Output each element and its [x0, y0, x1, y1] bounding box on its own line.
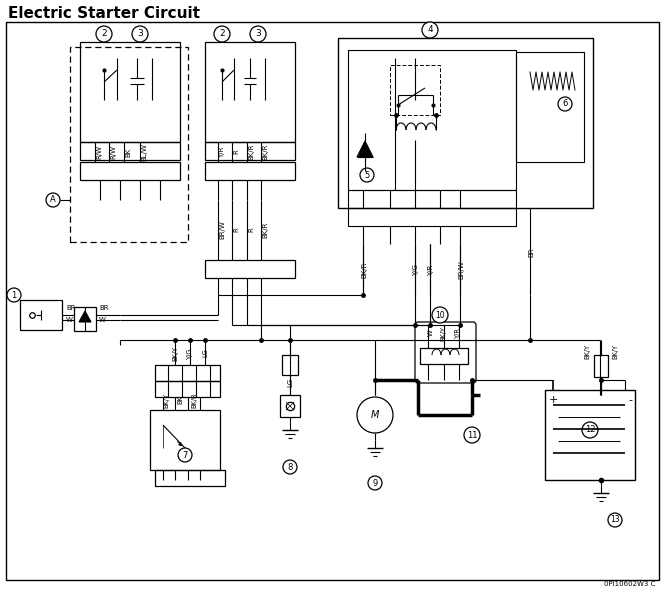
Text: BL/W: BL/W [141, 143, 147, 161]
Text: 5: 5 [364, 170, 370, 179]
Bar [338, 38, 593, 208]
Bar [420, 348, 468, 364]
Text: R/W: R/W [110, 145, 116, 159]
Bar [155, 381, 220, 397]
Text: BK: BK [177, 396, 183, 404]
Bar [80, 142, 180, 160]
Text: M: M [371, 410, 379, 420]
Text: W: W [99, 317, 106, 323]
Bar [390, 65, 440, 115]
Polygon shape [79, 311, 91, 322]
Text: BK/Y: BK/Y [440, 325, 446, 340]
Text: 4: 4 [427, 26, 433, 35]
Text: R: R [233, 228, 239, 232]
Text: 3: 3 [137, 29, 143, 39]
Bar [74, 307, 96, 331]
Bar [155, 365, 220, 381]
Bar [280, 395, 300, 417]
Bar [205, 142, 295, 160]
Bar [348, 208, 516, 226]
Circle shape [96, 26, 112, 42]
Circle shape [582, 422, 598, 438]
Bar [205, 162, 295, 180]
Text: 7: 7 [182, 451, 188, 460]
Bar [545, 390, 635, 480]
Text: 0PI10602W3 C: 0PI10602W3 C [604, 581, 655, 587]
Bar [20, 300, 62, 330]
Bar [150, 410, 220, 470]
Bar [282, 355, 298, 375]
Circle shape [422, 22, 438, 38]
Circle shape [250, 26, 266, 42]
Text: BK/Y: BK/Y [163, 392, 169, 408]
Circle shape [283, 460, 297, 474]
Bar [205, 42, 295, 142]
Bar [205, 260, 295, 278]
Text: +: + [549, 395, 559, 405]
Circle shape [608, 513, 622, 527]
Bar [80, 162, 180, 180]
Text: 2: 2 [101, 29, 107, 39]
Text: BK/R: BK/R [262, 144, 268, 160]
Text: 9: 9 [372, 479, 378, 488]
Text: Y/G: Y/G [187, 347, 193, 359]
Circle shape [357, 397, 393, 433]
Text: Y/R: Y/R [219, 146, 225, 158]
Text: BK/Y: BK/Y [584, 343, 590, 359]
Text: W: W [66, 317, 73, 323]
Text: LG: LG [287, 377, 293, 387]
Text: W: W [428, 330, 434, 336]
Circle shape [558, 97, 572, 111]
Text: BK/R: BK/R [191, 392, 197, 408]
Text: 2: 2 [219, 29, 225, 39]
Text: -: - [628, 395, 632, 405]
Text: BK/R: BK/R [248, 144, 254, 160]
Text: BR: BR [66, 305, 76, 311]
Text: Y/R: Y/R [455, 327, 461, 339]
Polygon shape [357, 141, 373, 157]
Text: Y/G: Y/G [413, 264, 419, 276]
Circle shape [46, 193, 60, 207]
Text: BR/W: BR/W [458, 260, 464, 280]
Text: BR: BR [528, 247, 534, 257]
Text: R/W: R/W [96, 145, 102, 159]
Bar [155, 470, 225, 486]
Circle shape [432, 307, 448, 323]
Bar [70, 47, 188, 242]
Circle shape [214, 26, 230, 42]
Bar [594, 355, 608, 377]
Bar [80, 42, 180, 142]
Text: 11: 11 [467, 430, 477, 439]
Text: Y/R: Y/R [428, 264, 434, 276]
Text: 1: 1 [11, 290, 17, 300]
Text: BK/R: BK/R [262, 222, 268, 238]
Circle shape [178, 448, 192, 462]
Text: BK/R: BK/R [361, 262, 367, 278]
Bar [348, 50, 516, 190]
Bar [516, 52, 584, 162]
Bar [348, 190, 516, 208]
Text: R: R [233, 150, 239, 154]
Text: Electric Starter Circuit: Electric Starter Circuit [8, 6, 200, 21]
Text: BR/W: BR/W [219, 221, 225, 240]
Circle shape [7, 288, 21, 302]
Text: LG: LG [202, 349, 208, 358]
Text: R: R [248, 228, 254, 232]
Text: 10: 10 [435, 311, 445, 319]
Text: 3: 3 [255, 29, 261, 39]
Text: 8: 8 [287, 462, 293, 471]
Text: BK/Y: BK/Y [172, 346, 178, 361]
Text: BR: BR [99, 305, 108, 311]
Text: 6: 6 [563, 100, 568, 108]
Circle shape [360, 168, 374, 182]
Circle shape [464, 427, 480, 443]
Text: BK: BK [125, 147, 131, 157]
Circle shape [132, 26, 148, 42]
FancyBboxPatch shape [415, 322, 476, 383]
Text: BK/Y: BK/Y [612, 343, 618, 359]
Circle shape [368, 476, 382, 490]
Text: 12: 12 [585, 426, 595, 434]
Text: 13: 13 [610, 516, 620, 524]
Text: A: A [50, 195, 56, 204]
